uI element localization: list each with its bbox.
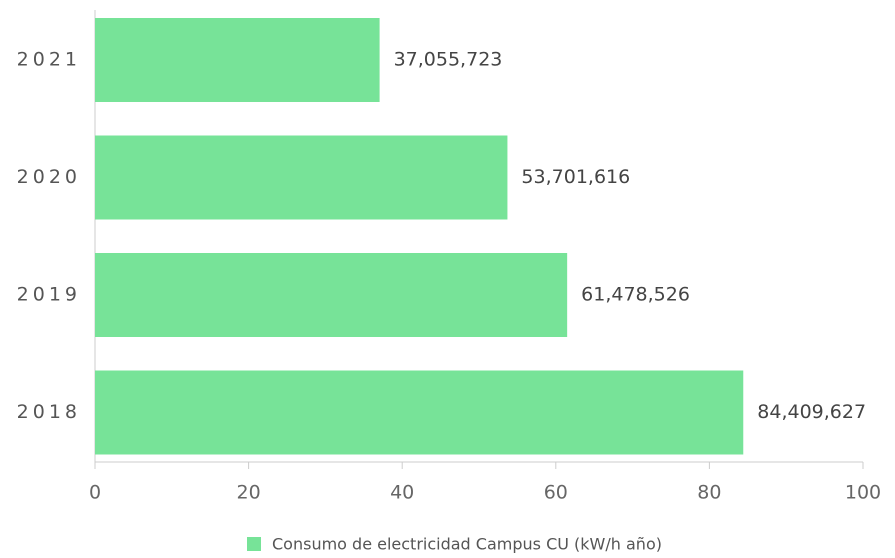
x-tick-label: 80 (697, 482, 721, 504)
value-label: 37,055,723 (394, 49, 503, 71)
value-label: 53,701,616 (521, 166, 630, 188)
y-tick-label: 2018 (17, 401, 81, 423)
bar (95, 370, 744, 455)
x-tick-label: 40 (390, 482, 414, 504)
x-tick-label: 0 (89, 482, 101, 504)
bar (95, 135, 508, 220)
legend-label: Consumo de electricidad Campus CU (kW/h … (272, 535, 662, 554)
bar (95, 18, 380, 102)
y-tick-label: 2020 (17, 166, 81, 188)
x-tick-label: 60 (544, 482, 568, 504)
x-tick-label: 20 (237, 482, 261, 504)
value-label: 61,478,526 (581, 284, 690, 306)
value-label: 84,409,627 (757, 401, 866, 423)
bar (95, 253, 568, 337)
y-tick-label: 2019 (17, 284, 81, 306)
legend-swatch (247, 537, 261, 551)
x-tick-label: 100 (845, 482, 881, 504)
y-tick-label: 2021 (17, 49, 81, 71)
